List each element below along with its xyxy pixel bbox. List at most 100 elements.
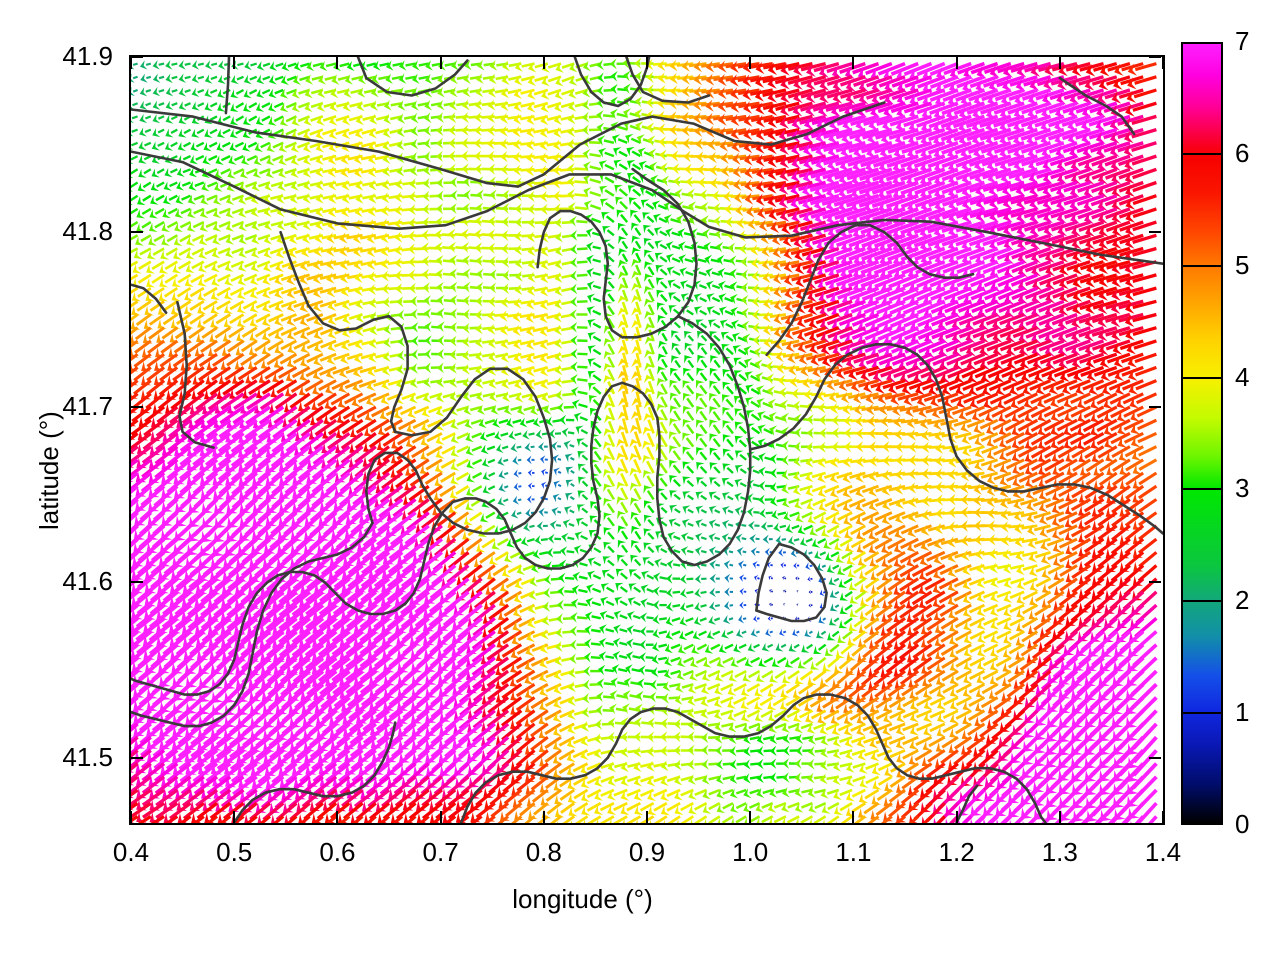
wind-arrow [383,99,403,111]
wind-arrow [762,534,773,544]
wind-arrow [173,234,192,246]
wind-arrow [341,206,363,218]
wind-arrow [526,114,549,126]
wind-arrow [367,258,390,270]
wind-arrow [730,87,760,100]
wind-arrow [564,453,575,463]
wind-arrow [947,233,985,252]
wind-arrow [526,126,549,138]
wind-arrow [704,254,721,265]
y-tick-right [1149,756,1161,759]
wind-arrow [920,246,959,266]
wind-arrow [933,537,959,550]
wind-arrow [524,696,549,714]
wind-arrow [838,207,880,226]
wind-arrow [972,101,1012,120]
wind-arrow [752,322,773,334]
wind-arrow [1002,194,1038,210]
wind-arrow [138,168,152,178]
wind-arrow [920,141,959,160]
wind-arrow [1056,207,1091,224]
wind-arrow [1017,233,1052,251]
wind-arrow [554,364,575,376]
wind-arrow [368,271,390,283]
wind-arrow [224,260,245,272]
wind-arrow [538,507,548,517]
wind-arrow [274,273,297,286]
wind-arrow [1111,260,1144,275]
wind-arrow [572,399,588,410]
wind-arrow [653,572,668,583]
wind-arrow [269,61,284,71]
wind-arrow [513,164,535,176]
wind-arrow [461,137,482,149]
wind-arrow [793,61,827,77]
wind-arrow [567,681,588,693]
wind-arrow [197,273,218,287]
wind-arrow [777,374,800,387]
wind-arrow [961,180,999,198]
wind-arrow [948,506,972,519]
wind-arrow [643,542,655,554]
colorbar-tick-label: 0 [1235,809,1250,839]
wind-arrow [933,233,972,252]
y-tick [131,56,143,58]
wind-arrow [791,114,827,130]
wind-arrow [131,194,139,206]
wind-arrow [708,519,721,529]
wind-arrow [974,154,1012,172]
wind-arrow [934,522,959,535]
wind-arrow [961,549,985,562]
wind-arrow [729,759,747,770]
wind-arrow [858,88,893,105]
wind-arrow [975,75,1012,93]
wind-arrow [919,233,959,252]
wind-arrow [1055,141,1091,159]
wind-arrow [146,273,165,288]
wind-arrow [253,168,271,179]
wind-arrow [1072,260,1104,275]
wind-arrow [341,128,363,140]
wind-arrow [1045,273,1078,290]
wind-arrow [453,696,483,721]
wind-arrow [217,128,231,138]
wind-arrow [1130,418,1158,435]
wind-arrow [960,520,985,532]
wind-arrow [587,557,602,567]
wind-arrow [318,74,337,85]
wind-arrow [541,62,562,73]
wind-arrow [199,234,218,246]
wind-arrow [895,483,919,495]
wind-arrow [466,722,496,747]
wind-arrow [1065,445,1091,463]
wind-arrow [587,570,602,580]
wind-arrow [570,283,588,295]
wind-arrow [679,267,694,277]
wind-arrow [513,138,535,151]
wind-arrow [165,114,178,124]
wind-arrow [543,404,562,415]
wind-arrow [1012,127,1052,146]
wind-arrow [187,207,205,219]
wind-arrow [641,570,655,580]
wind-arrow [315,179,337,191]
wind-arrow [570,243,588,255]
wind-arrow [806,260,840,277]
wind-arrow [498,483,509,493]
wind-arrow [840,246,880,267]
wind-arrow [1057,75,1091,91]
wind-arrow [750,547,760,557]
wind-arrow [837,193,880,213]
wind-arrow [1124,273,1157,288]
wind-arrow [512,126,535,138]
wind-arrow [1067,127,1105,145]
wind-arrow [487,125,509,137]
wind-arrow [907,127,946,146]
wind-arrow [1071,220,1105,237]
wind-arrow [1058,246,1091,263]
wind-arrow [545,561,562,572]
wind-arrow [973,88,1012,107]
wind-arrow [586,280,602,291]
wind-arrow [920,180,959,200]
wind-arrow [394,218,416,230]
